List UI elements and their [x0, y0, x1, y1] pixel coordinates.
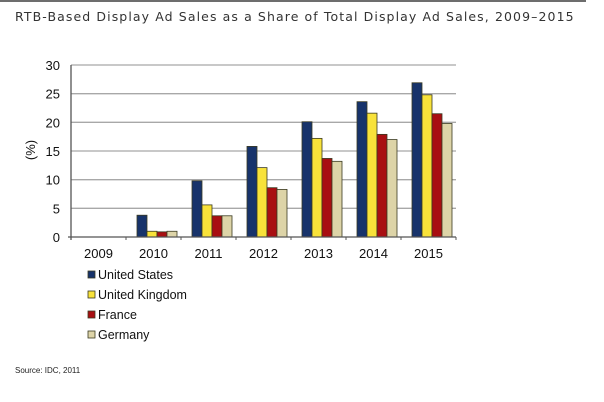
y-tick-label: 5: [53, 201, 60, 216]
bar-united-states-2015: [411, 82, 423, 238]
bar-france-2015: [431, 113, 443, 238]
axes: [68, 65, 457, 240]
x-tick-label: 2009: [84, 246, 113, 261]
x-tick-label: 2014: [359, 246, 388, 261]
y-tick-label: 10: [46, 173, 60, 188]
x-tick-label: 2010: [139, 246, 168, 261]
bar-united-kingdom-2010: [146, 230, 158, 238]
source-note: Source: IDC, 2011: [15, 366, 81, 375]
bar-germany-2013: [331, 160, 343, 238]
bar-france-2011: [211, 215, 223, 238]
bar-united-states-2011: [191, 180, 203, 238]
legend-swatch-united-states: [87, 270, 96, 279]
y-tick-label: 0: [53, 230, 60, 245]
top-border: [0, 0, 586, 2]
chart-title: RTB-Based Display Ad Sales as a Share of…: [15, 9, 575, 24]
x-tick-label: 2011: [195, 246, 223, 261]
y-axis-label: (%): [23, 140, 38, 160]
y-tick-label: 30: [46, 58, 60, 73]
bar-united-kingdom-2014: [366, 112, 378, 238]
bar-germany-2012: [276, 189, 288, 238]
x-tick-label: 2015: [414, 246, 443, 261]
bar-france-2014: [376, 133, 388, 238]
bar-united-kingdom-2012: [256, 167, 268, 238]
legend-label: Germany: [98, 328, 150, 342]
bar-united-kingdom-2013: [311, 137, 323, 238]
legend: United States United Kingdom France Germany: [87, 268, 187, 342]
bar-united-states-2010: [136, 214, 148, 238]
bar-germany-2010: [166, 230, 178, 238]
bar-france-2013: [321, 158, 333, 238]
y-tick-label: 20: [46, 115, 60, 130]
y-tick-label: 15: [46, 144, 60, 159]
bars: [136, 82, 453, 238]
legend-label: United Kingdom: [98, 288, 187, 302]
legend-swatch-germany: [87, 330, 96, 339]
bar-germany-2014: [386, 139, 398, 238]
bar-germany-2011: [221, 215, 233, 238]
bar-france-2010: [156, 231, 168, 238]
x-tick-labels: 2009 2010 2011 2012 2013 2014 2015: [84, 246, 443, 261]
legend-swatch-united-kingdom: [87, 290, 96, 299]
bar-france-2012: [266, 187, 278, 238]
y-tick-labels: 0 5 10 15 20 25 30: [46, 58, 60, 245]
bar-united-states-2012: [246, 146, 258, 238]
y-tick-label: 25: [46, 87, 60, 102]
legend-label: France: [98, 308, 137, 322]
legend-swatch-france: [87, 310, 96, 319]
bar-united-kingdom-2015: [421, 94, 433, 238]
bar-united-kingdom-2011: [201, 204, 213, 238]
legend-label: United States: [98, 268, 173, 282]
bar-united-states-2013: [301, 121, 313, 238]
x-tick-label: 2013: [304, 246, 333, 261]
bar-germany-2015: [441, 123, 453, 238]
bar-united-states-2014: [356, 101, 368, 238]
x-tick-label: 2012: [249, 246, 278, 261]
